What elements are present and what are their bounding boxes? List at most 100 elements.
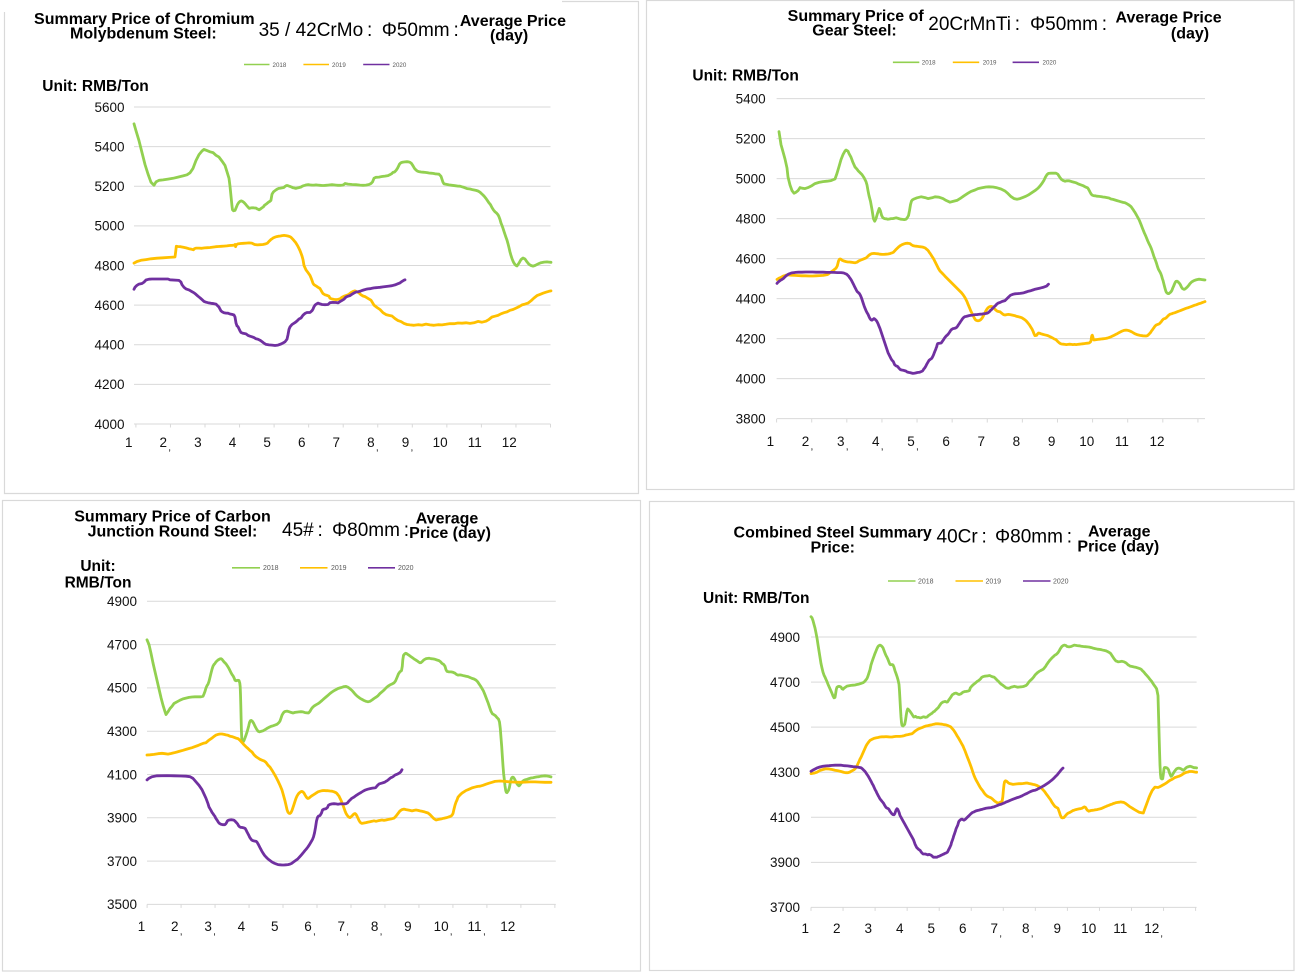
svg-text:11: 11	[468, 435, 482, 450]
svg-text:Summary Price of Carbon: Summary Price of Carbon	[74, 508, 271, 525]
svg-text:3900: 3900	[770, 855, 800, 870]
svg-text:Average: Average	[1088, 524, 1151, 541]
svg-text:Summary Price of: Summary Price of	[788, 8, 925, 25]
svg-text:Price (day): Price (day)	[1077, 539, 1159, 556]
svg-text:3: 3	[865, 921, 873, 936]
svg-text:5000: 5000	[94, 219, 124, 234]
svg-text:,: ,	[881, 442, 884, 453]
svg-text:Φ50mm :: Φ50mm :	[382, 20, 459, 41]
svg-text:8: 8	[371, 919, 379, 934]
svg-text:9: 9	[1048, 434, 1056, 449]
svg-text:Gear Steel:: Gear Steel:	[812, 23, 896, 40]
svg-text:4900: 4900	[770, 630, 800, 645]
svg-text:6: 6	[298, 435, 306, 450]
svg-text:1: 1	[125, 435, 133, 450]
svg-text:4700: 4700	[107, 637, 137, 652]
svg-text:,: ,	[380, 927, 383, 938]
svg-text:4000: 4000	[94, 417, 124, 432]
svg-text:2020: 2020	[398, 565, 414, 572]
svg-text:Φ80mm :: Φ80mm :	[995, 526, 1072, 547]
svg-text:4100: 4100	[107, 767, 137, 782]
svg-text:2019: 2019	[332, 62, 346, 69]
svg-text:4000: 4000	[736, 371, 766, 386]
svg-text:3800: 3800	[736, 411, 766, 426]
svg-text:2: 2	[171, 919, 179, 934]
svg-text:2019: 2019	[986, 578, 1002, 585]
svg-text:4400: 4400	[94, 338, 124, 353]
svg-text:2018: 2018	[922, 60, 936, 67]
svg-text:4900: 4900	[107, 594, 137, 609]
svg-text:7: 7	[333, 435, 341, 450]
svg-text:10: 10	[433, 435, 448, 450]
svg-text:4800: 4800	[94, 258, 124, 273]
svg-text:2018: 2018	[273, 62, 287, 69]
svg-text:45# :: 45# :	[282, 520, 323, 541]
svg-text:4500: 4500	[770, 720, 800, 735]
svg-text:5: 5	[907, 434, 915, 449]
svg-text:12: 12	[502, 435, 517, 450]
svg-text:,: ,	[811, 442, 814, 453]
svg-text:Summary Price of Chromium: Summary Price of Chromium	[34, 11, 255, 28]
svg-text:,: ,	[346, 927, 349, 938]
svg-text:,: ,	[376, 442, 379, 453]
svg-text:10: 10	[434, 919, 449, 934]
svg-text:2: 2	[160, 435, 168, 450]
svg-text:1: 1	[767, 434, 775, 449]
svg-text:9: 9	[404, 919, 412, 934]
svg-text:7: 7	[991, 921, 999, 936]
svg-text:2: 2	[833, 921, 841, 936]
svg-text:1: 1	[802, 921, 810, 936]
svg-text:12: 12	[1149, 434, 1164, 449]
svg-text:4100: 4100	[770, 810, 800, 825]
svg-text:Unit: RMB/Ton: Unit: RMB/Ton	[692, 68, 798, 85]
svg-text:12: 12	[500, 919, 515, 934]
svg-text:3700: 3700	[770, 900, 800, 915]
svg-text:(day): (day)	[490, 28, 528, 45]
svg-text:Combined Steel Summary: Combined Steel Summary	[734, 525, 932, 542]
svg-text:9: 9	[402, 435, 410, 450]
svg-text:Price (day): Price (day)	[409, 525, 491, 542]
svg-text:,: ,	[180, 927, 183, 938]
svg-text:,: ,	[846, 442, 849, 453]
svg-text:Unit:: Unit:	[80, 558, 115, 575]
svg-text:6: 6	[942, 434, 950, 449]
svg-text:2: 2	[802, 434, 810, 449]
svg-text:10: 10	[1081, 921, 1096, 936]
svg-text:4400: 4400	[736, 291, 766, 306]
svg-text:8: 8	[367, 435, 375, 450]
svg-text:4200: 4200	[736, 331, 766, 346]
svg-text:2018: 2018	[918, 578, 934, 585]
svg-text:5: 5	[271, 919, 279, 934]
svg-text:11: 11	[467, 919, 481, 934]
svg-text:5000: 5000	[736, 171, 766, 186]
svg-text:3: 3	[194, 435, 202, 450]
svg-text:Unit: RMB/Ton: Unit: RMB/Ton	[42, 78, 148, 95]
svg-text:8: 8	[1022, 921, 1030, 936]
svg-text:10: 10	[1079, 434, 1094, 449]
svg-text:9: 9	[1054, 921, 1062, 936]
svg-text:Average: Average	[416, 511, 479, 528]
svg-text:4600: 4600	[736, 251, 766, 266]
svg-text:1: 1	[138, 919, 146, 934]
svg-text:,: ,	[1160, 929, 1163, 940]
svg-text:4700: 4700	[770, 675, 800, 690]
svg-text:2020: 2020	[1053, 578, 1069, 585]
svg-text:Molybdenum Steel:: Molybdenum Steel:	[70, 26, 217, 43]
svg-text:6: 6	[959, 921, 967, 936]
svg-text:,: ,	[999, 929, 1002, 940]
svg-text:40Cr :: 40Cr :	[937, 526, 987, 547]
svg-text:5600: 5600	[94, 100, 124, 115]
svg-text:4: 4	[238, 919, 246, 934]
svg-text:Average Price: Average Price	[460, 13, 566, 30]
svg-text:4: 4	[872, 434, 880, 449]
svg-text:5: 5	[928, 921, 936, 936]
svg-text:3500: 3500	[107, 897, 137, 912]
svg-text:4500: 4500	[107, 681, 137, 696]
svg-text:3: 3	[837, 434, 845, 449]
svg-text:Junction Round Steel:: Junction Round Steel:	[88, 523, 258, 540]
svg-text:2018: 2018	[263, 565, 279, 572]
svg-text:3700: 3700	[107, 854, 137, 869]
svg-text:3: 3	[204, 919, 212, 934]
svg-text:4600: 4600	[94, 298, 124, 313]
svg-text:2019: 2019	[331, 565, 347, 572]
